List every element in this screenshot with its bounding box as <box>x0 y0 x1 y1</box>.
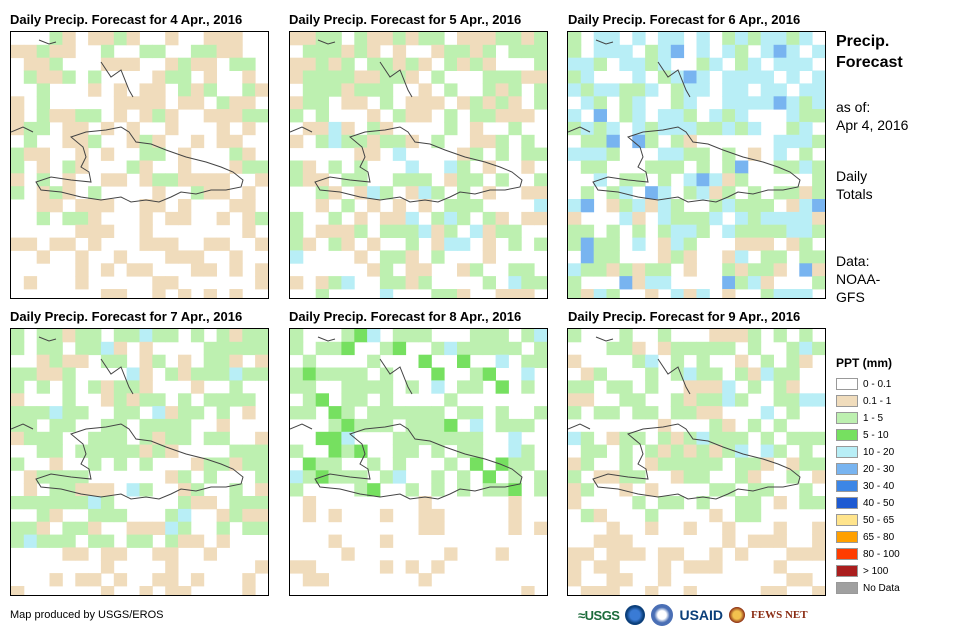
legend-item: 30 - 40 <box>836 479 894 493</box>
legend-swatch <box>836 395 858 407</box>
sidebar-title-line2: Forecast <box>836 54 903 71</box>
legend-swatch <box>836 446 858 458</box>
legend-swatch <box>836 463 858 475</box>
totals-line2: Totals <box>836 186 873 202</box>
legend-swatch <box>836 531 858 543</box>
legend-item: 65 - 80 <box>836 530 894 544</box>
small-islands <box>568 39 691 133</box>
map-panel-2 <box>289 31 548 299</box>
legend-item: 5 - 10 <box>836 428 889 442</box>
precip-map-3 <box>568 32 825 298</box>
fews-globe-icon <box>729 607 746 623</box>
legend-item: 80 - 100 <box>836 547 900 561</box>
legend-label: 50 - 65 <box>863 514 895 526</box>
map-credit: Map produced by USGS/EROS <box>10 609 164 621</box>
small-islands <box>290 336 413 430</box>
precip-cells <box>568 329 825 595</box>
legend-title: PPT (mm) <box>836 356 893 370</box>
map-panel-4 <box>10 328 269 596</box>
legend-item: No Data <box>836 581 900 595</box>
precip-map-1 <box>11 32 268 298</box>
panel-title-3: Daily Precip. Forecast for 6 Apr., 2016 <box>568 12 801 27</box>
precip-cells <box>290 329 547 595</box>
legend-swatch <box>836 497 858 509</box>
legend-swatch <box>836 480 858 492</box>
precip-cells <box>11 329 268 595</box>
legend-label: 80 - 100 <box>863 548 900 560</box>
legend-item: 40 - 50 <box>836 496 894 510</box>
legend-label: 0.1 - 1 <box>863 395 892 407</box>
legend-label: 1 - 5 <box>863 412 884 424</box>
data-source-line2: NOAA- <box>836 271 881 287</box>
legend-item: 0.1 - 1 <box>836 394 891 408</box>
map-panel-5 <box>289 328 548 596</box>
precip-cells <box>11 32 268 298</box>
island-outline <box>592 126 801 203</box>
legend-label: No Data <box>863 582 900 594</box>
map-panel-1 <box>10 31 269 299</box>
data-source-block: Data: NOAA- GFS <box>836 252 880 306</box>
island-outline <box>35 423 244 500</box>
legend-swatch <box>836 548 858 560</box>
logo-strip: ≈USGS USAID FEWS NET <box>578 602 808 628</box>
legend-item: 0 - 0.1 <box>836 377 891 391</box>
totals-block: Daily Totals <box>836 167 873 203</box>
legend-swatch <box>836 514 858 526</box>
island-outline <box>314 126 523 203</box>
totals-line1: Daily <box>836 168 868 184</box>
precip-map-4 <box>11 329 268 595</box>
legend-swatch <box>836 565 858 577</box>
precip-cells <box>290 32 547 298</box>
fews-net-logo: FEWS NET <box>751 609 808 621</box>
legend-label: 20 - 30 <box>863 463 895 475</box>
panel-title-6: Daily Precip. Forecast for 9 Apr., 2016 <box>568 309 801 324</box>
noaa-logo-icon <box>625 605 646 625</box>
usaid-logo: USAID <box>679 607 724 623</box>
island-outline <box>35 126 244 203</box>
small-islands <box>11 39 134 133</box>
panel-title-5: Daily Precip. Forecast for 8 Apr., 2016 <box>289 309 522 324</box>
legend-swatch <box>836 378 858 390</box>
precip-map-2 <box>290 32 547 298</box>
small-islands <box>11 336 134 430</box>
small-islands <box>290 39 413 133</box>
legend-item: > 100 <box>836 564 888 578</box>
legend-label: 10 - 20 <box>863 446 895 458</box>
legend-label: > 100 <box>863 565 889 577</box>
map-panel-3 <box>567 31 826 299</box>
sidebar-title-line1: Precip. <box>836 33 890 50</box>
panel-title-1: Daily Precip. Forecast for 4 Apr., 2016 <box>10 12 243 27</box>
usaid-seal-icon <box>651 604 674 626</box>
island-outline <box>314 423 523 500</box>
asof-date: Apr 4, 2016 <box>836 117 909 133</box>
data-source-line1: Data: <box>836 253 870 269</box>
legend-item: 50 - 65 <box>836 513 894 527</box>
sidebar-title: Precip. Forecast <box>836 31 903 73</box>
precip-map-5 <box>290 329 547 595</box>
legend-label: 0 - 0.1 <box>863 378 892 390</box>
map-panel-6 <box>567 328 826 596</box>
precip-map-6 <box>568 329 825 595</box>
legend-item: 10 - 20 <box>836 445 894 459</box>
panel-title-4: Daily Precip. Forecast for 7 Apr., 2016 <box>10 309 243 324</box>
island-outline <box>592 423 801 500</box>
legend-label: 40 - 50 <box>863 497 895 509</box>
panel-title-2: Daily Precip. Forecast for 5 Apr., 2016 <box>289 12 522 27</box>
legend-label: 5 - 10 <box>863 429 889 441</box>
legend-item: 20 - 30 <box>836 462 894 476</box>
legend-swatch <box>836 429 858 441</box>
legend-label: 65 - 80 <box>863 531 895 543</box>
legend-swatch <box>836 582 858 594</box>
legend-label: 30 - 40 <box>863 480 895 492</box>
small-islands <box>568 336 691 430</box>
legend-item: 1 - 5 <box>836 411 883 425</box>
asof-label: as of: <box>836 99 871 115</box>
legend-swatch <box>836 412 858 424</box>
usgs-logo: ≈USGS <box>578 607 620 623</box>
precip-cells <box>568 32 825 298</box>
asof-block: as of: Apr 4, 2016 <box>836 98 908 134</box>
data-source-line3: GFS <box>836 289 865 305</box>
